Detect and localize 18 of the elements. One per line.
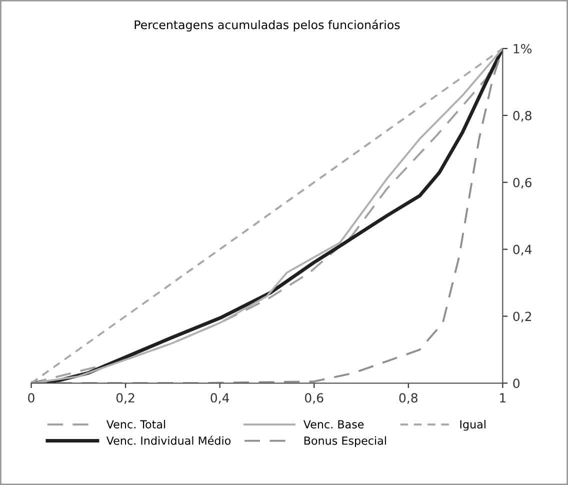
x-tick-label: 0,8 [399, 393, 418, 404]
y-tick-label: 0,6 [513, 178, 532, 189]
legend-label: Venc. Total [106, 420, 166, 429]
x-tick-label: 0,4 [210, 393, 230, 404]
chart-title: Percentagens acumuladas pelos funcionários [134, 20, 400, 32]
x-tick-label: 0,6 [304, 393, 324, 404]
y-tick-label: 0,4 [513, 244, 532, 256]
y-tick-label: 0,2 [513, 312, 532, 322]
y-tick-label: 0,8 [513, 110, 532, 122]
x-tick-label: 1 [500, 393, 506, 402]
y-tick-label: 0 [513, 378, 520, 388]
legend-label: Igual [460, 420, 486, 431]
x-tick-label: 0,2 [116, 393, 134, 404]
y-tick-label: 1% [514, 44, 532, 54]
legend-label: Venc. Base [303, 420, 364, 429]
legend-label: Venc. Individual Médio [106, 436, 231, 445]
x-tick-label: 0 [28, 393, 34, 403]
legend-label: Bonus Especial [304, 436, 386, 447]
